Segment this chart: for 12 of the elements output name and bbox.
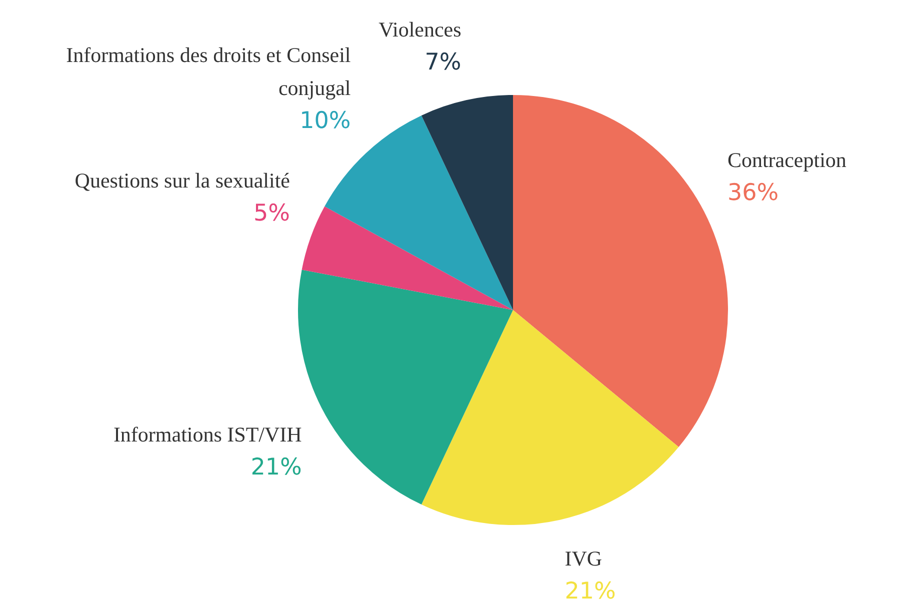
data-label: 10%: [300, 108, 351, 134]
slice-label: Informations des droits et Conseil conjugal: [66, 43, 351, 100]
data-label: 21%: [250, 454, 302, 481]
slice-label: Contraception: [727, 148, 847, 172]
data-label: 21%: [564, 578, 616, 604]
data-label: 36%: [727, 180, 779, 206]
slice-label: Informations IST/VIH: [113, 422, 302, 447]
data-label: 5%: [254, 200, 290, 227]
data-label: 7%: [424, 50, 462, 76]
slice-label: IVG: [564, 546, 602, 570]
slice-label: Violences: [378, 18, 462, 42]
slice-label: Questions sur la sexualité: [74, 168, 290, 193]
